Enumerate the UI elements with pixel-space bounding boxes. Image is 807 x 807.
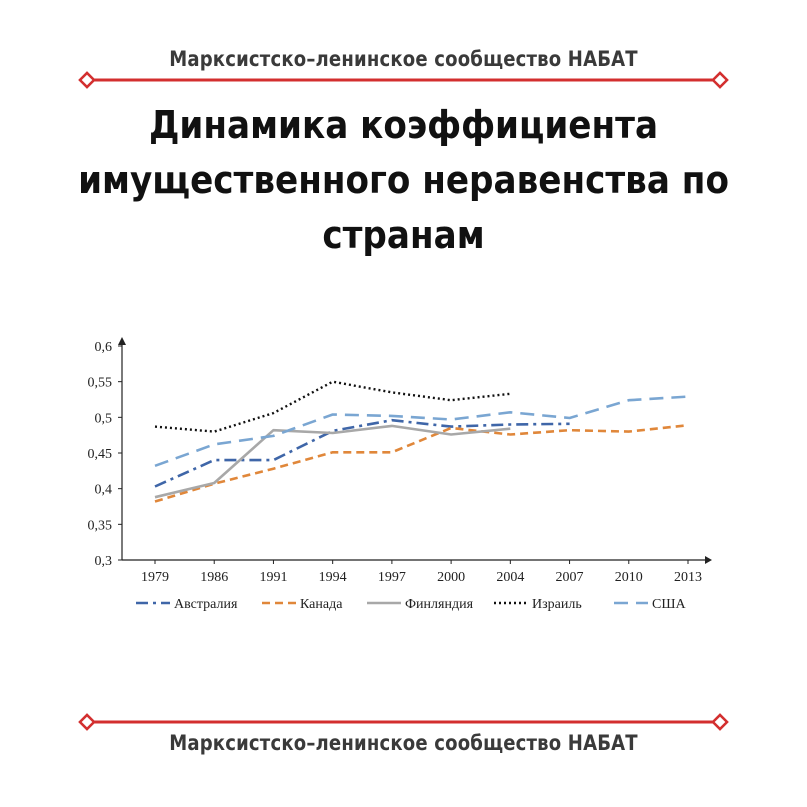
x-tick-label: 2000 <box>437 570 465 585</box>
series-line <box>154 423 689 503</box>
rule-diamond-right <box>711 713 729 731</box>
title-line-2: имущественного неравенства по <box>78 158 729 202</box>
legend-label: Финляндия <box>405 597 474 612</box>
y-tick-label: 0,55 <box>88 376 113 391</box>
bottom-rule <box>78 713 729 731</box>
y-axis-arrow <box>118 337 126 345</box>
page-title: Динамика коэффициента имущественного нер… <box>40 98 766 263</box>
y-tick-label: 0,6 <box>95 340 113 355</box>
x-tick-label: 2004 <box>496 570 524 585</box>
rule-diamond-left <box>78 71 96 89</box>
x-tick-label: 1979 <box>141 570 169 585</box>
rule-diamond-left <box>78 713 96 731</box>
series-line <box>154 395 689 468</box>
bottom-banner: Марксистско–ленинское сообщество НАБАТ <box>169 731 638 755</box>
top-banner: Марксистско–ленинское сообщество НАБАТ <box>169 47 638 71</box>
series-line <box>154 424 511 499</box>
y-tick-label: 0,5 <box>95 411 113 426</box>
y-tick-label: 0,35 <box>88 518 113 533</box>
x-tick-label: 1994 <box>319 570 347 585</box>
x-axis-arrow <box>705 556 712 564</box>
top-rule <box>78 71 729 89</box>
series-line <box>154 380 511 433</box>
x-tick-label: 1986 <box>200 570 228 585</box>
series-line <box>154 418 570 488</box>
x-tick-label: 2010 <box>615 570 643 585</box>
legend-label: Австралия <box>174 597 238 612</box>
title-line-1: Динамика коэффициента <box>148 103 659 147</box>
x-tick-label: 2007 <box>556 570 584 585</box>
x-tick-label: 1997 <box>378 570 406 585</box>
legend-label: США <box>652 597 686 612</box>
legend-label: Канада <box>300 597 343 612</box>
legend-label: Израиль <box>532 597 582 612</box>
rule-diamond-right <box>711 71 729 89</box>
y-tick-label: 0,3 <box>95 554 113 569</box>
y-tick-label: 0,45 <box>88 447 113 462</box>
title-line-3: странам <box>322 213 485 257</box>
x-tick-label: 2013 <box>674 570 702 585</box>
x-tick-label: 1991 <box>259 570 287 585</box>
y-tick-label: 0,4 <box>95 483 113 498</box>
